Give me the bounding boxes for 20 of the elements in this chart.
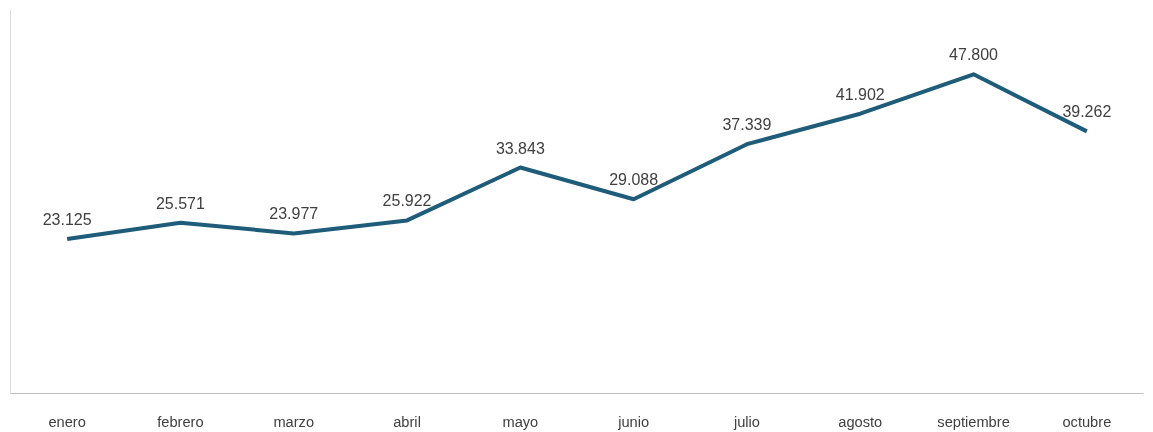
data-label: 23.977 <box>269 205 319 223</box>
data-label: 33.843 <box>495 139 545 157</box>
x-tick-label: agosto <box>838 413 883 430</box>
data-label: 47.800 <box>949 46 999 64</box>
data-label: 25.571 <box>155 194 206 212</box>
x-tick-label: octubre <box>1062 413 1112 430</box>
x-tick-label: septiembre <box>937 413 1010 430</box>
x-tick-label: mayo <box>502 413 539 430</box>
x-tick-label: febrero <box>157 413 204 430</box>
data-label: 37.339 <box>722 116 772 134</box>
data-label: 25.922 <box>382 192 432 210</box>
x-tick-label: junio <box>617 413 650 430</box>
data-label: 29.088 <box>609 171 659 189</box>
data-label: 23.125 <box>42 211 92 229</box>
x-tick-label: enero <box>48 413 86 430</box>
data-label: 39.262 <box>1062 103 1112 121</box>
data-label: 41.902 <box>835 85 885 103</box>
x-tick-label: abril <box>393 413 421 430</box>
x-tick-label: julio <box>732 413 760 430</box>
x-tick-label: marzo <box>273 413 315 430</box>
